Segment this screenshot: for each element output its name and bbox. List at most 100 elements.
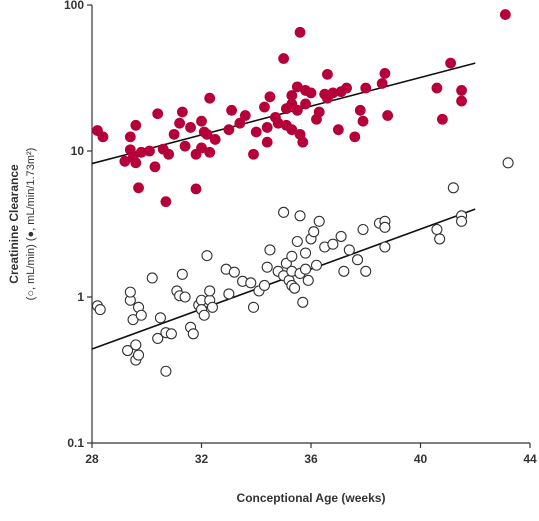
filled-point	[176, 106, 188, 118]
ticks	[87, 4, 531, 448]
filled-point	[196, 142, 207, 154]
filled-point	[313, 106, 325, 118]
open-point	[308, 226, 320, 238]
open-point	[176, 268, 188, 280]
open-point	[247, 301, 260, 313]
filled-point	[226, 104, 238, 116]
open-point	[146, 272, 158, 284]
filled-point	[332, 124, 344, 136]
open-point	[431, 223, 443, 236]
filled-point	[376, 78, 388, 89]
x-tick-label: 40	[414, 452, 428, 466]
open-point	[291, 235, 303, 248]
open-point	[502, 157, 514, 169]
filled-point	[297, 136, 309, 148]
filled-point	[209, 134, 221, 145]
open-point	[299, 263, 312, 275]
filled-point	[305, 87, 317, 99]
open-point	[310, 259, 323, 271]
filled-point	[360, 82, 372, 94]
filled-point	[223, 124, 235, 136]
open-point	[258, 279, 271, 291]
open-point	[122, 344, 134, 357]
filled-point	[499, 9, 511, 20]
y-axis-title-group: Creatinine Clearance (○, mL/min) (●, mL/…	[7, 148, 37, 301]
y-tick-label: 1	[77, 290, 84, 304]
filled-point	[149, 161, 161, 173]
open-point	[124, 286, 136, 298]
open-point	[297, 296, 309, 308]
x-tick-label: 32	[195, 452, 209, 466]
open-point	[201, 250, 213, 262]
filled-point	[436, 113, 448, 125]
open-point	[94, 304, 106, 316]
x-tick-label: 28	[85, 452, 99, 466]
open-point	[357, 223, 369, 236]
open-point	[154, 312, 166, 324]
filled-point	[204, 92, 216, 104]
filled-point	[250, 126, 262, 138]
open-point	[204, 285, 216, 297]
open-point	[379, 221, 391, 233]
open-point	[245, 277, 257, 289]
filled-point	[261, 136, 273, 148]
filled-point	[357, 115, 369, 127]
filled-point	[179, 140, 191, 152]
open-point	[434, 233, 446, 245]
filled-point	[234, 117, 246, 129]
filled-point	[286, 90, 298, 101]
filled-point	[160, 196, 172, 208]
open-point	[160, 365, 172, 377]
filled-point	[97, 131, 109, 143]
y-axis-units: (○, mL/min) (●, mL/min/1.73m²)	[25, 148, 37, 301]
open-point	[379, 241, 391, 253]
open-point	[313, 215, 325, 227]
filled-point	[278, 53, 290, 64]
y-tick-label: 10	[71, 144, 85, 158]
open-point	[327, 238, 339, 250]
filled-point	[190, 183, 202, 195]
filled-point	[201, 128, 213, 140]
trend-line-filled-circle	[91, 62, 476, 165]
filled-point	[168, 128, 180, 140]
filled-point	[291, 104, 303, 116]
open-point	[335, 230, 347, 242]
open-point	[135, 309, 147, 321]
filled-point	[163, 148, 175, 160]
filled-point	[456, 95, 467, 107]
open-point	[360, 265, 372, 277]
filled-point	[144, 145, 155, 157]
open-point	[302, 274, 314, 286]
x-tick-label: 44	[523, 452, 537, 466]
open-point	[264, 244, 276, 256]
filled-point	[248, 148, 259, 160]
filled-point	[382, 110, 394, 121]
open-point	[286, 250, 298, 262]
filled-point	[130, 157, 142, 169]
filled-point	[152, 108, 164, 120]
open-point	[338, 265, 350, 277]
open-point	[299, 247, 312, 259]
open-point	[456, 215, 468, 227]
open-point	[223, 288, 235, 300]
filled-point	[445, 57, 457, 69]
open-point	[343, 244, 355, 256]
filled-point	[204, 146, 216, 158]
data-points	[91, 9, 514, 377]
filled-point	[349, 131, 361, 143]
open-point	[187, 328, 199, 340]
open-point	[206, 301, 218, 313]
filled-point	[294, 26, 306, 38]
filled-point	[379, 68, 391, 79]
filled-point	[456, 85, 467, 96]
open-point	[261, 261, 273, 273]
x-tick-label: 36	[304, 452, 318, 466]
filled-point	[322, 68, 333, 80]
filled-point	[130, 119, 142, 131]
y-tick-label: 100	[64, 0, 84, 12]
filled-point	[124, 131, 136, 143]
filled-point	[341, 82, 352, 94]
filled-point	[261, 122, 273, 133]
x-axis-title: Conceptional Age (weeks)	[237, 491, 386, 505]
